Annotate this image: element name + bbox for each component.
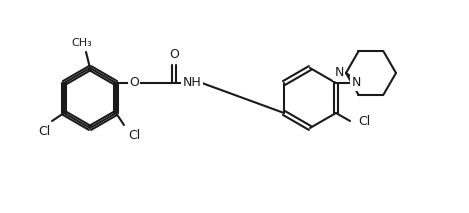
Text: N: N — [351, 76, 361, 89]
Text: Cl: Cl — [38, 125, 50, 138]
Text: Cl: Cl — [358, 115, 370, 128]
Text: O: O — [129, 76, 139, 89]
Text: N: N — [334, 66, 344, 79]
Text: O: O — [169, 48, 179, 61]
Text: NH: NH — [182, 76, 201, 89]
Text: Cl: Cl — [128, 129, 140, 142]
Text: CH₃: CH₃ — [72, 38, 92, 48]
